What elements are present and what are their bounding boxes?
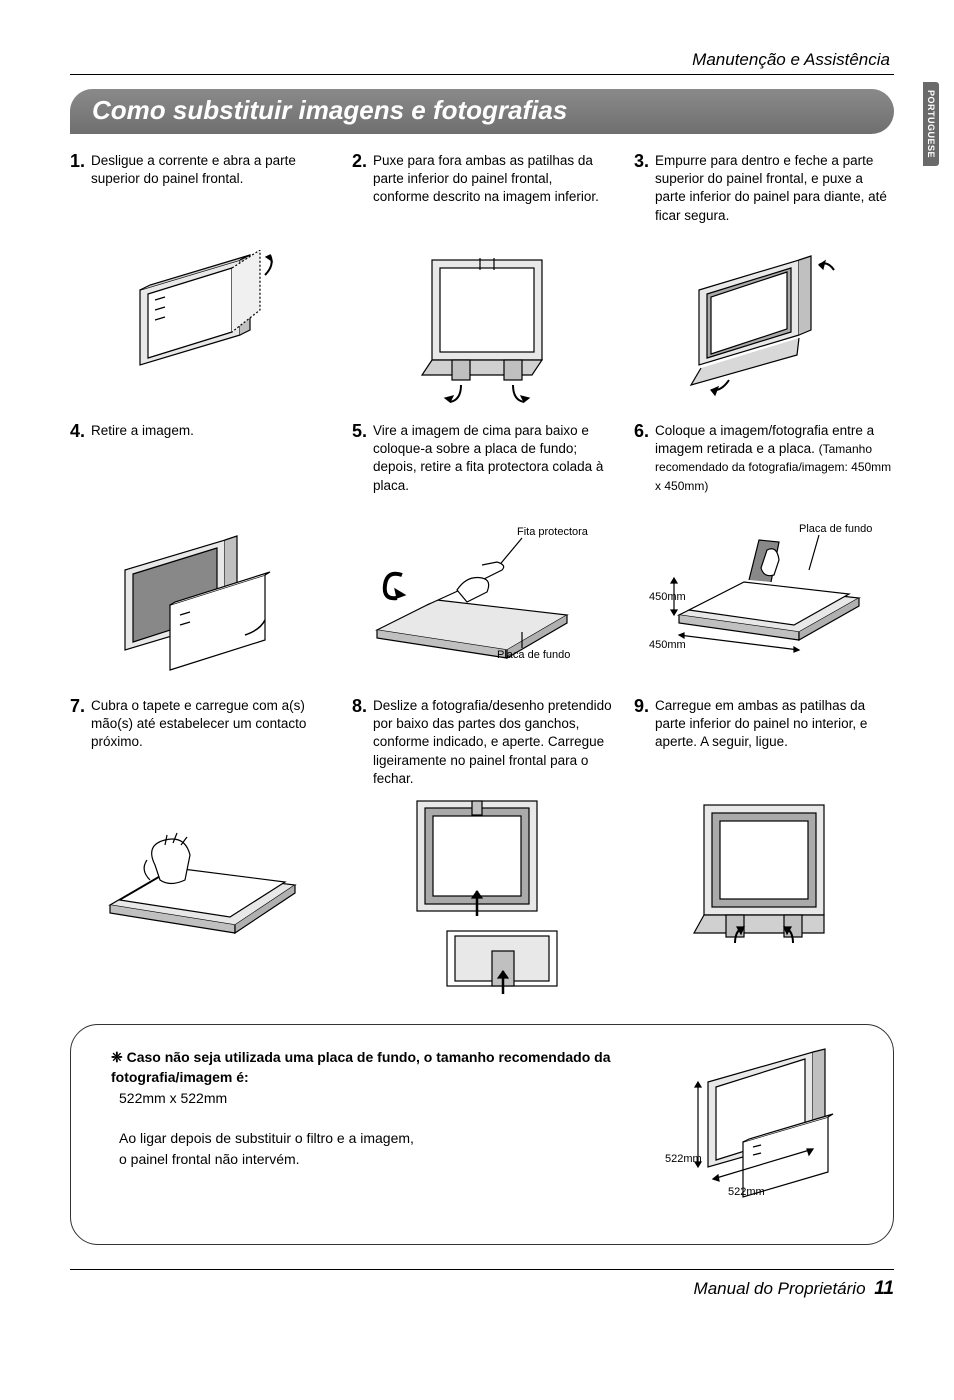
page-container: Manutenção e Assistência Como substituir… [0,0,954,1330]
reference-mark-icon: ❈ [111,1049,123,1065]
step-text: Vire a imagem de cima para baixo e coloq… [373,422,612,495]
step-5: 5 Vire a imagem de cima para baixo e col… [352,422,612,685]
step-8: 8 Deslize a fotografia/desenho pretendid… [352,697,612,996]
step-number: 7 [70,697,85,715]
footer-label: Manual do Proprietário [694,1279,866,1298]
step-7-image [70,795,330,945]
step-5-image: Fita protectora Placa de fundo [352,520,612,670]
svg-text:522mm: 522mm [728,1186,765,1198]
step-9-image [634,795,894,955]
note-text: ❈ Caso não seja utilizada uma placa de f… [111,1047,643,1169]
title-bar: Como substituir imagens e fotografias [70,89,894,134]
step-text: Puxe para fora ambas as patilhas da part… [373,152,612,207]
step-number: 9 [634,697,649,715]
step-text: Carregue em ambas as patilhas da parte i… [655,697,894,752]
step-text: Empurre para dentro e feche a parte supe… [655,152,894,225]
section-header: Manutenção e Assistência [70,50,894,70]
steps-grid: 1 Desligue a corrente e abra a parte sup… [70,152,894,996]
step-number: 3 [634,152,649,170]
note-box: ❈ Caso não seja utilizada uma placa de f… [70,1024,894,1245]
step-2: 2 Puxe para fora ambas as patilhas da pa… [352,152,612,410]
step-text: Deslize a fotografia/desenho pretendido … [373,697,612,788]
step-text: Coloque a imagem/fotografia entre a imag… [655,422,894,495]
step-1: 1 Desligue a corrente e abra a parte sup… [70,152,330,410]
step-1-image [70,250,330,400]
svg-text:450mm: 450mm [649,591,686,603]
step-number: 8 [352,697,367,715]
step-3: 3 Empurre para dentro e feche a parte su… [634,152,894,410]
step-text: Cubra o tapete e carregue com a(s) mão(s… [91,697,330,752]
step-3-image [634,250,894,405]
step-8-image [352,796,612,996]
svg-text:Fita protectora: Fita protectora [517,526,589,538]
step-number: 5 [352,422,367,440]
step-text: Retire a imagem. [91,422,194,440]
step-9: 9 Carregue em ambas as patilhas da parte… [634,697,894,996]
svg-text:Placa de fundo: Placa de fundo [497,649,570,661]
step-text: Desligue a corrente e abra a parte super… [91,152,330,188]
step-6: 6 Coloque a imagem/fotografia entre a im… [634,422,894,685]
step-number: 1 [70,152,85,170]
svg-text:Placa de fundo: Placa de fundo [799,523,872,535]
page-number: 11 [874,1278,894,1299]
step-number: 4 [70,422,85,440]
page-footer: Manual do Proprietário 11 [70,1269,894,1300]
step-4-image [70,520,330,685]
svg-text:522mm: 522mm [665,1153,702,1165]
step-6-image: Placa de fundo 450mm [634,520,894,655]
step-number: 6 [634,422,649,440]
header-rule [70,74,894,75]
step-number: 2 [352,152,367,170]
step-4: 4 Retire a imagem. [70,422,330,685]
page-title: Como substituir imagens e fotografias [92,95,872,126]
step-2-image [352,250,612,410]
note-image: 522mm 522mm [663,1047,863,1222]
svg-text:450mm: 450mm [649,639,686,651]
step-7: 7 Cubra o tapete e carregue com a(s) mão… [70,697,330,996]
